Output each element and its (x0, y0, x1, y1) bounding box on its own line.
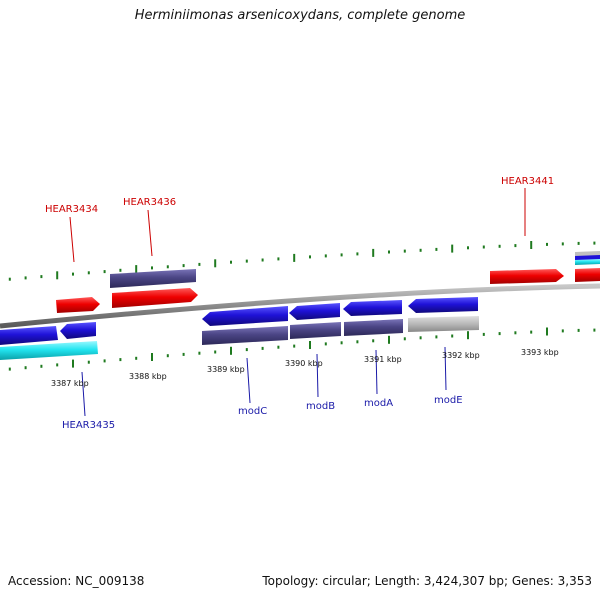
gene-label-hear3436: HEAR3436 (123, 197, 176, 208)
gene-arrow-red (575, 268, 600, 282)
scale-label: 3389 kbp (207, 365, 245, 374)
genome-summary-text: Topology: circular; Length: 3,424,307 bp… (262, 574, 592, 588)
scale-label: 3390 kbp (285, 359, 323, 368)
scale-label: 3391 kbp (364, 355, 402, 364)
leader-line (69, 216, 75, 263)
map-title: Herminiimonas arsenicoxydans, complete g… (134, 8, 466, 23)
leader-line (246, 357, 251, 404)
leader-line (444, 346, 447, 391)
gene-bar-protein-moda (344, 319, 403, 336)
gene-bar-protein-modb (290, 322, 341, 339)
gene-arrow-hear3434 (56, 297, 100, 313)
gene-arrow-modb (289, 303, 340, 320)
scale-label: 3392 kbp (442, 351, 480, 360)
scale-label: 3393 kbp (521, 348, 559, 357)
gene-label-hear3441: HEAR3441 (501, 176, 554, 187)
genome-backbone (0, 283, 600, 329)
gene-label-hear3435: HEAR3435 (62, 420, 115, 431)
accession-text: Accession: NC_009138 (8, 574, 145, 588)
leader-line (316, 353, 319, 398)
gene-bar-rna (0, 341, 98, 360)
gene-bar-protein (110, 269, 196, 288)
leader-line (375, 349, 378, 395)
gene-bar-protein-modc (202, 326, 288, 345)
gene-arrow-hear3435 (60, 322, 96, 339)
gene-arrow-hear3441 (490, 269, 564, 284)
gene-label-moda: modA (364, 398, 393, 409)
gene-label-mode: modE (434, 395, 463, 406)
gene-bar-pseudo-mode (408, 316, 479, 332)
gene-arrow-modc (202, 306, 288, 326)
outer-tick-ring (8, 241, 596, 281)
gene-bar-rna (575, 259, 600, 265)
gene-label-hear3434: HEAR3434 (45, 204, 98, 215)
gene-arrow-hear3436 (112, 288, 198, 308)
gene-arrow-moda (343, 300, 402, 316)
gene-arrow-left-edge (0, 326, 58, 345)
inner-tick-ring (8, 327, 596, 371)
gene-arrow-mode (408, 297, 478, 313)
leader-line (81, 371, 86, 417)
scale-label: 3388 kbp (129, 372, 167, 381)
scale-label: 3387 kbp (51, 379, 89, 388)
gene-label-modc: modC (238, 406, 267, 417)
gene-label-modb: modB (306, 401, 335, 412)
leader-line (147, 209, 153, 257)
